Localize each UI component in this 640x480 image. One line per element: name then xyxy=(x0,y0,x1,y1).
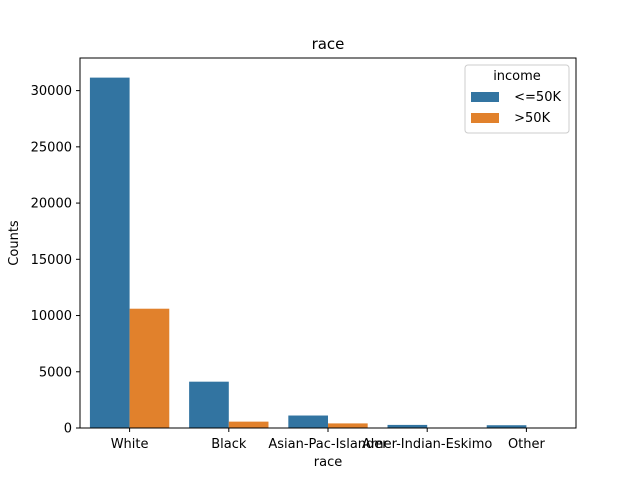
x-tick-label-black: Black xyxy=(211,437,247,452)
y-tick-label: 30000 xyxy=(31,84,72,99)
bar-black-gt50k xyxy=(228,421,269,428)
x-tick-label-asian-pac-islander: Asian-Pac-Islander xyxy=(268,437,388,452)
bar-black-le50k xyxy=(189,381,229,428)
y-axis-ticks: 0 5000 10000 15000 20000 25000 30000 xyxy=(31,84,80,437)
bar-asian-pac-islander-gt50k xyxy=(328,423,368,428)
x-tick-label-white: White xyxy=(111,437,149,452)
y-axis-label: Counts xyxy=(7,220,22,266)
y-tick-label: 15000 xyxy=(31,253,72,268)
y-tick-label: 25000 xyxy=(31,140,72,155)
plot-area xyxy=(89,77,567,429)
bar-other-le50k xyxy=(486,425,527,428)
x-axis-ticks: White Black Asian-Pac-Islander Amer-Indi… xyxy=(111,428,546,452)
legend-title: income xyxy=(493,69,541,84)
axes-frame xyxy=(79,57,577,429)
legend-swatch-gt50k xyxy=(471,113,499,123)
x-axis-label: race xyxy=(314,455,342,470)
y-tick-label: 10000 xyxy=(31,309,72,324)
bar-asian-pac-islander-le50k xyxy=(288,415,328,428)
y-tick-label: 0 xyxy=(64,422,72,437)
chart-title: race xyxy=(312,35,345,53)
bar-white-gt50k xyxy=(129,308,170,428)
legend-label-le50k: <=50K xyxy=(510,90,561,105)
bar-amer-indian-eskimo-le50k xyxy=(387,424,428,428)
y-tick-label: 20000 xyxy=(31,197,72,212)
legend-label-gt50k: >50K xyxy=(510,111,551,126)
y-tick-label: 5000 xyxy=(39,365,72,380)
legend: income <=50K >50K xyxy=(464,64,570,134)
legend-swatch-le50k xyxy=(471,92,499,102)
x-tick-label-other: Other xyxy=(508,437,546,452)
x-tick-label-amer-indian-eskimo: Amer-Indian-Eskimo xyxy=(362,437,492,452)
bar-white-le50k xyxy=(89,77,130,429)
